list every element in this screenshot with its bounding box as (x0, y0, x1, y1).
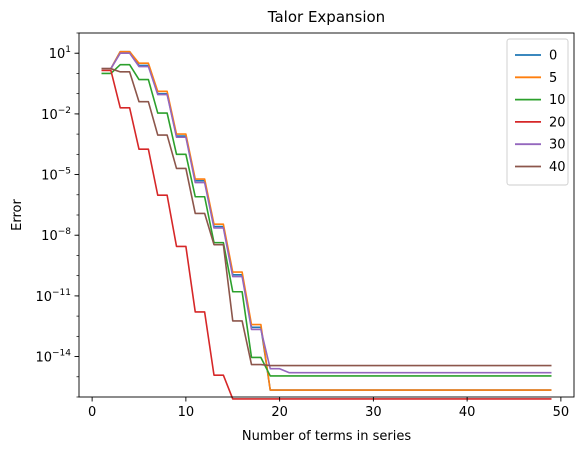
x-tick-label: 30 (365, 405, 382, 420)
series-line-20 (101, 69, 552, 400)
legend-label-10: 10 (549, 93, 566, 108)
x-axis-label: Number of terms in series (242, 429, 412, 444)
legend-label-0: 0 (549, 49, 557, 64)
series-line-40 (101, 67, 552, 367)
x-tick-label: 0 (88, 405, 96, 420)
y-axis-label: Error (10, 199, 25, 231)
y-tick-label: 101 (49, 45, 71, 62)
y-tick-label: 10−14 (35, 349, 71, 366)
y-tick-label: 10−2 (41, 106, 71, 123)
x-axis-ticks: 0 10 20 30 40 50 (88, 397, 569, 420)
legend-label-5: 5 (549, 71, 557, 86)
series-line-30 (101, 52, 552, 374)
y-tick-label: 10−5 (41, 167, 71, 184)
legend-label-30: 30 (549, 138, 566, 153)
legend-label-40: 40 (549, 160, 566, 175)
x-tick-label: 20 (271, 405, 288, 420)
y-tick-label: 10−8 (41, 227, 71, 244)
x-tick-label: 10 (178, 405, 195, 420)
x-tick-label: 50 (553, 405, 570, 420)
legend-label-20: 20 (549, 115, 566, 130)
series-layer (101, 50, 552, 400)
y-tick-label: 10−11 (35, 288, 71, 305)
x-tick-label: 40 (459, 405, 476, 420)
series-line-10 (101, 63, 552, 377)
y-axis-ticks: 101 10−2 10−5 10−8 10−11 10−14 (35, 32, 79, 398)
chart-title: Talor Expansion (267, 8, 385, 26)
legend-box (506, 38, 569, 186)
plot-frame (78, 32, 575, 398)
legend: 0 5 10 20 30 40 (506, 38, 569, 186)
